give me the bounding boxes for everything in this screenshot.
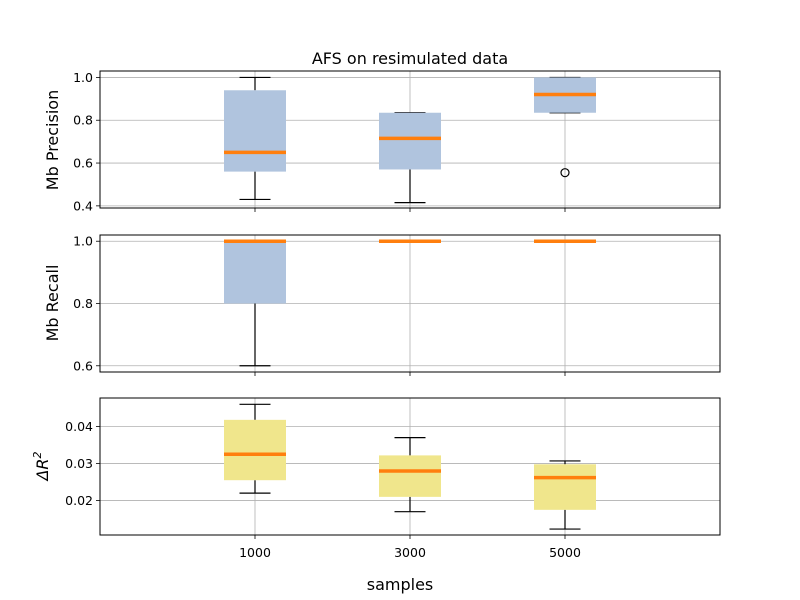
x-tick-label: 3000 bbox=[394, 545, 426, 560]
box-5000 bbox=[534, 460, 596, 530]
x-tick-label: 5000 bbox=[549, 545, 581, 560]
box-iqr bbox=[379, 455, 441, 497]
panel-delta-r2: 0.02 0.03 0.04 bbox=[65, 397, 721, 539]
box-iqr bbox=[224, 241, 286, 304]
x-axis: 1000 3000 5000 bbox=[239, 545, 581, 560]
box-3000 bbox=[379, 437, 441, 513]
y-tick-label: 0.04 bbox=[65, 419, 93, 434]
x-axis-label: samples bbox=[367, 575, 434, 594]
y-tick-label: 0.4 bbox=[73, 198, 93, 213]
y-tick-label: 1.0 bbox=[73, 234, 93, 249]
y-tick-label: 1.0 bbox=[73, 70, 93, 85]
chart-title: AFS on resimulated data bbox=[312, 49, 508, 68]
box-iqr bbox=[379, 112, 441, 170]
y-tick-label: 0.8 bbox=[73, 113, 93, 128]
y-axis-label-delta-r2-sup: 2 bbox=[31, 451, 44, 458]
outlier-point bbox=[560, 168, 570, 178]
y-tick-label: 0.8 bbox=[73, 296, 93, 311]
y-tick-label: 0.02 bbox=[65, 493, 93, 508]
box-3000 bbox=[379, 112, 441, 204]
box-1000 bbox=[224, 76, 286, 201]
y-axis-label-delta-r2: ΔR2 bbox=[31, 451, 52, 482]
box-5000 bbox=[534, 76, 596, 178]
y-axis-label-precision: Mb Precision bbox=[43, 90, 62, 190]
panel-precision: 0.4 0.6 0.8 1.0 bbox=[73, 70, 721, 213]
x-tick-label: 1000 bbox=[239, 545, 271, 560]
y-tick-label: 0.6 bbox=[73, 156, 93, 171]
box-1000 bbox=[224, 403, 286, 494]
axes-frame bbox=[99, 397, 721, 536]
y-axis-label-recall: Mb Recall bbox=[43, 265, 62, 342]
box-iqr bbox=[224, 419, 286, 481]
y-tick-label: 0.03 bbox=[65, 456, 93, 471]
panel-recall: 0.6 0.8 1.0 bbox=[73, 234, 721, 376]
y-axis-label-delta-r2-base: ΔR bbox=[33, 458, 52, 482]
box-iqr bbox=[534, 464, 596, 510]
box-iqr bbox=[224, 90, 286, 172]
y-tick-label: 0.6 bbox=[73, 358, 93, 373]
axes-frame bbox=[99, 234, 721, 373]
box-1000 bbox=[224, 239, 286, 367]
axes-frame bbox=[99, 70, 721, 209]
